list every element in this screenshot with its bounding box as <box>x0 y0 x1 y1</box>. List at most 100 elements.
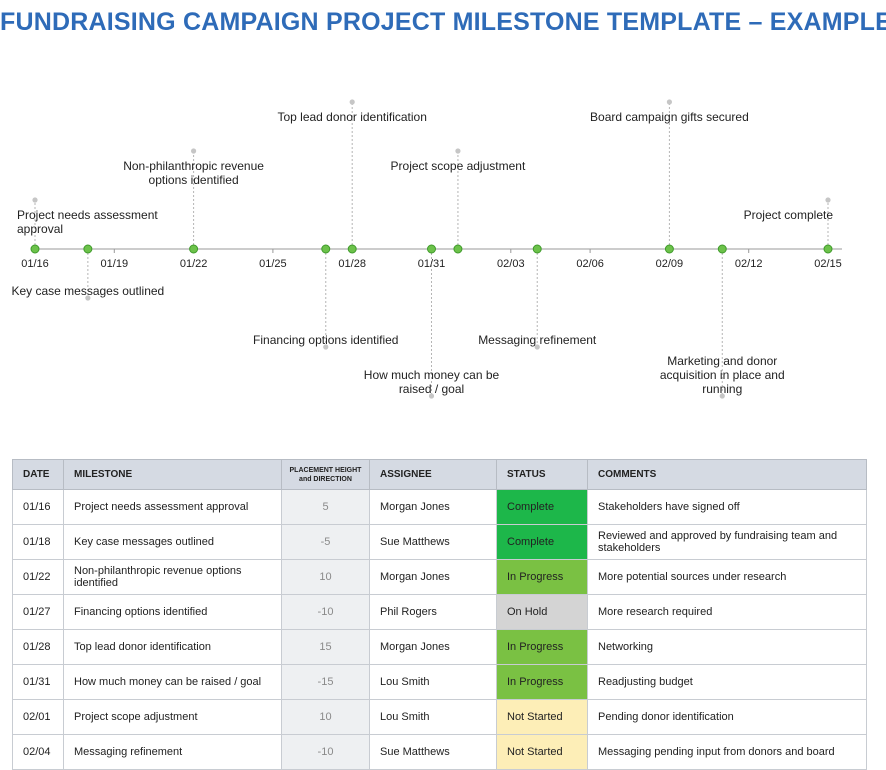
row-comments: Readjusting budget <box>587 664 867 700</box>
row-milestone: Project needs assessment approval <box>63 489 282 525</box>
header-status: STATUS <box>496 459 588 490</box>
header-comments: COMMENTS <box>587 459 867 490</box>
status-cell: In Progress <box>496 664 588 700</box>
status-cell: On Hold <box>496 594 588 630</box>
milestone-marker <box>717 244 727 254</box>
row-milestone: Messaging refinement <box>63 734 282 770</box>
milestone-marker <box>321 244 331 254</box>
milestone-label: Project scope adjustment <box>391 159 526 173</box>
header-placement: PLACEMENT HEIGHT and DIRECTION <box>281 459 370 490</box>
milestone-leader-end-dot <box>32 197 38 203</box>
row-date: 01/16 <box>12 489 64 525</box>
row-date: 01/27 <box>12 594 64 630</box>
row-placement: 10 <box>281 699 370 735</box>
milestone-leader-end-dot <box>428 393 435 399</box>
milestone-marker <box>823 244 833 254</box>
axis-tick-label: 01/22 <box>180 258 208 270</box>
row-assignee: Sue Matthews <box>369 734 497 770</box>
status-cell: Complete <box>496 524 588 560</box>
axis-tick-label: 01/31 <box>418 258 446 270</box>
row-date: 01/18 <box>12 524 64 560</box>
row-comments: Networking <box>587 629 867 665</box>
axis-tick-label: 01/28 <box>338 258 366 270</box>
table-row: 02/01 Project scope adjustment 10 Lou Smith… <box>12 699 867 735</box>
row-placement: 15 <box>281 629 370 665</box>
milestone-label: Board campaign gifts secured <box>590 110 749 124</box>
milestone-table: DATE MILESTONE PLACEMENT HEIGHT and DIRE… <box>12 459 867 770</box>
row-milestone: Top lead donor identification <box>63 629 282 665</box>
milestone-marker <box>427 244 436 254</box>
milestone-leader-end-dot <box>349 99 355 105</box>
milestone-table-container: DATE MILESTONE PLACEMENT HEIGHT and DIRE… <box>12 459 867 770</box>
milestone-leader-end-dot <box>719 393 725 399</box>
axis-tick-label: 01/19 <box>101 258 129 270</box>
milestone-label: Project needs assessment approval <box>17 208 158 236</box>
milestone-marker <box>664 244 674 254</box>
row-assignee: Phil Rogers <box>369 594 497 630</box>
milestone-timeline-chart: 01/16 01/19 01/22 01/25 01/28 01/31 02/03 02/06… <box>11 99 842 399</box>
header-date: DATE <box>12 459 64 490</box>
milestone-label: Project complete <box>744 208 834 222</box>
row-assignee: Morgan Jones <box>369 559 497 595</box>
row-date: 02/01 <box>12 699 64 735</box>
row-assignee: Lou Smith <box>369 664 497 700</box>
milestone-label: Top lead donor identification <box>277 110 426 124</box>
milestone-label: Marketing and donor acquisition in place … <box>660 354 785 396</box>
axis-tick-label: 02/09 <box>656 258 684 270</box>
axis-tick-label: 01/16 <box>21 258 49 270</box>
milestone-leader-end-dot <box>666 99 673 105</box>
axis-tick-label: 02/03 <box>497 258 525 270</box>
milestone-leader-end-dot <box>455 148 461 154</box>
axis-tick-label: 02/15 <box>814 258 842 270</box>
row-milestone: Project scope adjustment <box>63 699 282 735</box>
status-cell: Not Started <box>496 699 588 735</box>
row-comments: More research required <box>587 594 867 630</box>
row-placement: -15 <box>281 664 370 700</box>
milestone-label: Non-philanthropic revenue options identif… <box>123 159 264 187</box>
header-assignee: ASSIGNEE <box>369 459 497 490</box>
row-date: 01/31 <box>12 664 64 700</box>
row-placement: 10 <box>281 559 370 595</box>
row-milestone: Financing options identified <box>63 594 282 630</box>
table-row: 01/18 Key case messages outlined -5 Sue Mat… <box>12 524 867 560</box>
milestone-marker <box>30 244 40 254</box>
row-comments: More potential sources under research <box>587 559 867 595</box>
row-assignee: Morgan Jones <box>369 629 497 665</box>
row-date: 01/22 <box>12 559 64 595</box>
row-placement: 5 <box>281 489 370 525</box>
row-comments: Reviewed and approved by fundraising tea… <box>587 524 867 560</box>
row-comments: Messaging pending input from donors and … <box>587 734 867 770</box>
milestone-leader-end-dot <box>323 344 329 350</box>
axis-tick-label: 02/12 <box>735 258 763 270</box>
milestone-label: Messaging refinement <box>478 333 597 347</box>
milestone-leader-end-dot <box>85 295 91 301</box>
milestone-marker <box>189 244 199 254</box>
row-milestone: Key case messages outlined <box>63 524 282 560</box>
row-assignee: Morgan Jones <box>369 489 497 525</box>
milestone-marker <box>347 244 357 254</box>
milestone-leader-end-dot <box>534 344 540 350</box>
row-milestone: Non-philanthropic revenue options identi… <box>63 559 282 595</box>
status-cell: In Progress <box>496 559 588 595</box>
table-row: 01/16 Project needs assessment approval 5 M… <box>12 489 867 525</box>
row-date: 02/04 <box>12 734 64 770</box>
table-header-row: DATE MILESTONE PLACEMENT HEIGHT and DIRE… <box>12 459 867 490</box>
milestone-label: Key case messages outlined <box>11 284 164 298</box>
row-comments: Stakeholders have signed off <box>587 489 867 525</box>
row-date: 01/28 <box>12 629 64 665</box>
header-milestone: MILESTONE <box>63 459 282 490</box>
page-title: FUNDRAISING CAMPAIGN PROJECT MILESTONE T… <box>0 8 886 36</box>
table-row: 01/27 Financing options identified -10 Phil… <box>12 594 867 630</box>
milestone-marker <box>532 244 542 254</box>
milestone-leader-end-dot <box>825 197 831 203</box>
status-cell: Not Started <box>496 734 588 770</box>
milestone-marker <box>453 244 463 254</box>
status-cell: Complete <box>496 489 588 525</box>
table-row: 01/31 How much money can be raised / goal… <box>12 664 867 700</box>
milestone-leader-end-dot <box>191 148 197 154</box>
milestone-label: Financing options identified <box>253 333 398 347</box>
row-comments: Pending donor identification <box>587 699 867 735</box>
row-placement: -5 <box>281 524 370 560</box>
axis-tick-label: 02/06 <box>576 258 604 270</box>
table-row: 02/04 Messaging refinement -10 Sue Matthews… <box>12 734 867 770</box>
